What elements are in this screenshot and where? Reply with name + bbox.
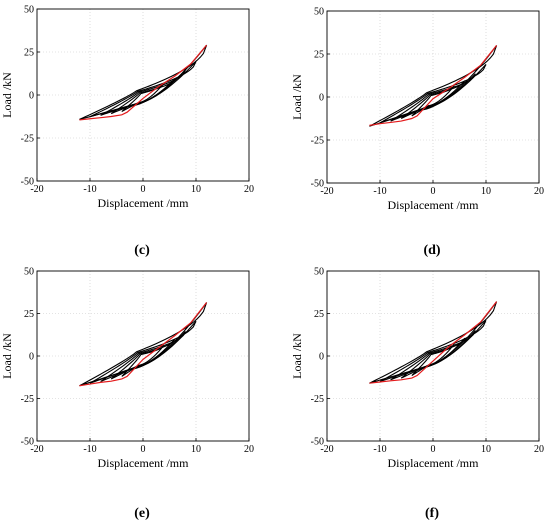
plot-area <box>369 301 498 384</box>
y-tick-label: 50 <box>24 267 34 278</box>
y-axis-label: Load /kN <box>0 72 14 118</box>
y-tick-label: 0 <box>29 352 34 363</box>
skeleton-curve <box>79 44 208 121</box>
x-tick-label: 0 <box>431 444 436 455</box>
skeleton-curve <box>369 45 498 126</box>
x-tick-label: 20 <box>534 186 544 197</box>
x-tick-label: -10 <box>373 186 386 197</box>
y-tick-label: -50 <box>311 179 324 190</box>
chart-panel: -20 -10 0 10 20 -50 -25 0 25 50 Displacement /mm Lo… <box>290 7 544 259</box>
x-tick-label: -10 <box>83 444 96 455</box>
y-tick-label: 0 <box>29 91 34 102</box>
y-tick-label: -50 <box>21 437 34 448</box>
chart-panel: -20 -10 0 10 20 -50 -25 0 25 50 Displacement /mm Lo… <box>0 5 254 259</box>
plot-area <box>369 45 498 127</box>
y-tick-label: -25 <box>21 134 34 145</box>
x-tick-label: 20 <box>244 444 254 455</box>
x-tick-label: 20 <box>534 444 544 455</box>
x-axis-label: Displacement /mm <box>388 456 480 470</box>
plot-area <box>79 44 208 121</box>
x-tick-label: 10 <box>191 184 201 195</box>
y-axis-label: Load /kN <box>0 333 14 379</box>
y-tick-label: -50 <box>21 177 34 188</box>
x-tick-label: 10 <box>481 444 491 455</box>
y-tick-label: -50 <box>311 437 324 448</box>
skeleton-curve <box>369 301 498 384</box>
x-axis-label: Displacement /mm <box>98 456 190 470</box>
hysteresis-loop <box>379 63 487 124</box>
y-tick-label: -25 <box>21 394 34 405</box>
hysteresis-loop <box>379 319 487 383</box>
skeleton-curve <box>79 302 208 387</box>
x-axis-label: Displacement /mm <box>388 198 480 212</box>
y-tick-label: -25 <box>311 394 324 405</box>
x-tick-label: -20 <box>320 186 333 197</box>
x-tick-label: 0 <box>141 444 146 455</box>
y-axis-label: Load /kN <box>290 333 304 379</box>
x-tick-label: 20 <box>244 184 254 195</box>
chart-panel: -20 -10 0 10 20 -50 -25 0 25 50 Displacement /mm Lo… <box>290 267 544 522</box>
y-tick-label: 25 <box>314 309 324 320</box>
x-tick-label: 10 <box>191 444 201 455</box>
panel-caption: (e) <box>134 506 150 521</box>
x-tick-label: 0 <box>141 184 146 195</box>
x-axis-label: Displacement /mm <box>98 196 190 210</box>
hysteresis-loop <box>369 45 498 127</box>
y-tick-label: 50 <box>314 267 324 278</box>
y-axis-label: Load /kN <box>290 74 304 120</box>
y-tick-label: 25 <box>24 309 34 320</box>
panel-caption: (c) <box>134 243 150 258</box>
x-tick-label: -20 <box>320 444 333 455</box>
plot-area <box>79 302 208 387</box>
y-tick-label: 0 <box>319 93 324 104</box>
y-tick-label: 50 <box>24 5 34 16</box>
x-tick-label: -20 <box>30 444 43 455</box>
panel-caption: (d) <box>423 243 440 258</box>
x-tick-label: -10 <box>373 444 386 455</box>
y-tick-label: 0 <box>319 352 324 363</box>
panel-caption: (f) <box>425 506 439 521</box>
x-tick-label: 0 <box>431 186 436 197</box>
y-tick-label: 25 <box>24 48 34 59</box>
y-tick-label: 25 <box>314 50 324 61</box>
y-tick-label: -25 <box>311 136 324 147</box>
x-tick-label: 10 <box>481 186 491 197</box>
chart-panel: -20 -10 0 10 20 -50 -25 0 25 50 Displacement /mm Lo… <box>0 267 254 522</box>
y-tick-label: 50 <box>314 7 324 18</box>
x-tick-label: -10 <box>83 184 96 195</box>
x-tick-label: -20 <box>30 184 43 195</box>
